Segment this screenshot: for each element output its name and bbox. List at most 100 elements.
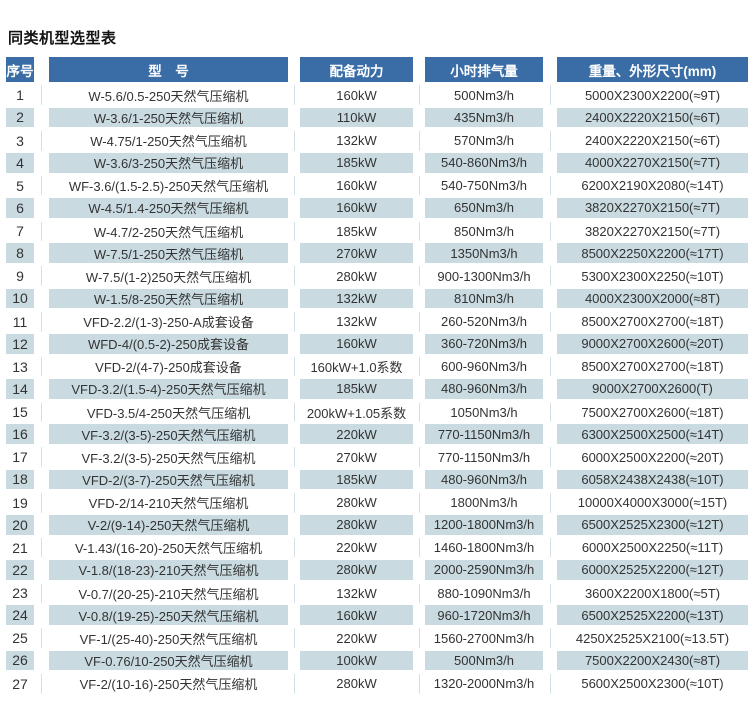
model-name-cell: W-1.5/8-250天然气压缩机 (49, 287, 288, 311)
column-divider (543, 559, 557, 582)
power-cell: 185kW (300, 468, 413, 492)
power-cell: 220kW (300, 423, 413, 446)
flow-rate-cell: 1800Nm3/h (450, 495, 518, 511)
column-divider (413, 469, 425, 492)
column-divider (34, 129, 49, 152)
row-number-cell: 20 (6, 513, 34, 537)
weight-dimensions-cell: 8500X2700X2700(≈18T) (581, 359, 724, 375)
row-number-cell: 24 (6, 604, 34, 627)
power-cell: 132kW (336, 585, 377, 601)
column-divider (413, 559, 425, 582)
column-divider (543, 174, 557, 198)
column-divider (288, 107, 300, 130)
column-divider (413, 378, 425, 401)
power-cell: 280kW (336, 495, 377, 511)
column-divider (34, 604, 49, 627)
header-cell-model: 型 号 (49, 57, 288, 82)
column-divider (543, 378, 557, 401)
column-divider (288, 84, 300, 107)
column-divider (288, 242, 300, 265)
column-divider (34, 219, 49, 243)
column-divider (288, 650, 300, 673)
row-number-cell: 26 (6, 649, 34, 673)
model-name-cell: W-3.6/1-250天然气压缩机 (49, 106, 288, 130)
column-divider (288, 581, 300, 605)
column-divider (543, 536, 557, 560)
table-row: 27 VF-2/(10-16)-250天然气压缩机 280kW 1320-2000Nm… (6, 672, 748, 695)
table-header-row: 序号 型 号 配备动力 小时排气量 重量、外形尺寸(mm) (6, 57, 748, 82)
table-row: 19 VFD-2/14-210天然气压缩机 280kW 1800Nm3/h 10000X… (6, 491, 748, 514)
row-number-cell: 5 (16, 177, 24, 194)
flow-rate-cell: 570Nm3/h (454, 133, 514, 149)
column-divider (288, 355, 300, 379)
column-divider (543, 581, 557, 605)
model-name-cell: V-1.8/(18-23)-210天然气压缩机 (49, 559, 288, 582)
weight-dimensions-cell: 4000X2300X2000(≈8T) (557, 287, 748, 311)
power-cell: 160kW (300, 604, 413, 627)
column-divider (543, 491, 557, 514)
column-divider (288, 400, 300, 424)
column-divider (34, 469, 49, 492)
column-divider (288, 197, 300, 220)
table-row: 10 W-1.5/8-250天然气压缩机 132kW 810Nm3/h 4000X230… (6, 287, 748, 311)
column-divider (543, 400, 557, 424)
column-divider (34, 514, 49, 537)
weight-dimensions-cell: 9000X2700X2600(≈20T) (557, 332, 748, 356)
table-row: 3 W-4.75/1-250天然气压缩机 132kW 570Nm3/h 2400X222… (6, 129, 748, 152)
power-cell: 270kW (336, 449, 377, 465)
weight-dimensions-cell: 4000X2270X2150(≈7T) (557, 151, 748, 175)
power-cell: 160kW (300, 332, 413, 356)
flow-rate-cell: 900-1300Nm3/h (437, 268, 531, 284)
column-divider (288, 219, 300, 243)
column-divider (288, 604, 300, 627)
model-name-cell: VF-3.2/(3-5)-250天然气压缩机 (49, 423, 288, 446)
row-number-cell: 16 (6, 423, 34, 446)
column-divider (543, 107, 557, 130)
power-cell: 280kW (336, 268, 377, 284)
model-name-cell: VFD-2.2/(1-3)-250-A成套设备 (83, 315, 254, 331)
flow-rate-cell: 435Nm3/h (425, 106, 543, 130)
table-row: 23 V-0.7/(20-25)-210天然气压缩机 132kW 880-1090Nm… (6, 581, 748, 605)
column-divider (413, 57, 425, 82)
column-divider (543, 129, 557, 152)
table-row: 14 VFD-3.2/(1.5-4)-250天然气压缩机 185kW 480-960N… (6, 378, 748, 401)
model-name-cell: V-0.7/(20-25)-210天然气压缩机 (78, 586, 259, 602)
column-divider (34, 423, 49, 446)
flow-rate-cell: 1560-2700Nm3/h (433, 630, 535, 646)
row-number-cell: 15 (12, 404, 28, 421)
column-divider (288, 333, 300, 356)
weight-dimensions-cell: 2400X2220X2150(≈6T) (557, 106, 748, 130)
flow-rate-cell: 260-520Nm3/h (441, 314, 527, 330)
column-divider (413, 84, 425, 107)
table-row: 6 W-4.5/1.4-250天然气压缩机 160kW 650Nm3/h 3820X22… (6, 197, 748, 220)
column-divider (288, 491, 300, 514)
column-divider (288, 559, 300, 582)
table-row: 11 VFD-2.2/(1-3)-250-A成套设备 132kW 260-520Nm3… (6, 310, 748, 333)
column-divider (34, 400, 49, 424)
weight-dimensions-cell: 4250X2525X2100(≈13.5T) (575, 630, 730, 646)
row-number-cell: 9 (16, 268, 24, 285)
column-divider (413, 152, 425, 175)
column-divider (288, 423, 300, 446)
model-name-cell: VFD-3.2/(1.5-4)-250天然气压缩机 (49, 378, 288, 401)
column-divider (288, 129, 300, 152)
model-name-cell: VF-2/(10-16)-250天然气压缩机 (79, 677, 258, 693)
weight-dimensions-cell: 6200X2190X2080(≈14T) (581, 178, 724, 194)
column-divider (288, 627, 300, 650)
weight-dimensions-cell: 3820X2270X2150(≈7T) (557, 197, 748, 220)
column-divider (543, 423, 557, 446)
row-number-cell: 8 (6, 242, 34, 265)
table-row: 25 VF-1/(25-40)-250天然气压缩机 220kW 1560-2700Nm… (6, 627, 748, 650)
model-name-cell: VFD-2/(3-7)-250天然气压缩机 (49, 468, 288, 492)
power-cell: 280kW (300, 559, 413, 582)
column-divider (413, 491, 425, 514)
column-divider (543, 446, 557, 469)
flow-rate-cell: 540-750Nm3/h (441, 178, 527, 194)
row-number-cell: 17 (12, 449, 28, 466)
weight-dimensions-cell: 5000X2300X2200(≈9T) (584, 87, 721, 103)
power-cell: 220kW (336, 630, 377, 646)
column-divider (34, 559, 49, 582)
table-row: 24 V-0.8/(19-25)-250天然气压缩机 160kW 960-1720Nm… (6, 604, 748, 627)
column-divider (288, 310, 300, 333)
